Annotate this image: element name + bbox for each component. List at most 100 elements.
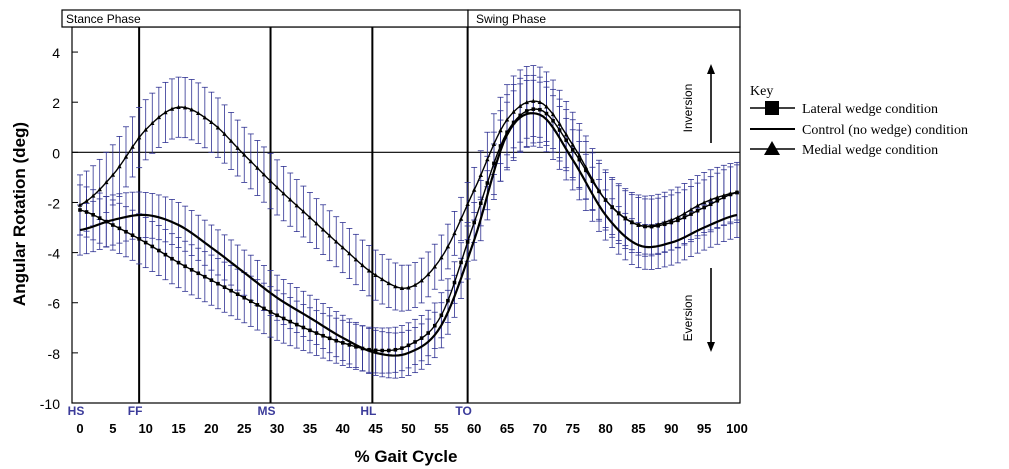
square-marker [400, 346, 404, 350]
triangle-marker [366, 268, 372, 273]
square-marker [137, 237, 141, 241]
square-marker [380, 348, 385, 353]
legend: Key Lateral wedge condition Control (no … [750, 84, 968, 158]
square-marker [341, 341, 345, 345]
inversion-arrowhead [707, 64, 715, 74]
square-marker [472, 220, 476, 225]
triangle-marker [281, 191, 286, 196]
square-marker [662, 222, 667, 227]
legend-entry-lateral: Lateral wedge condition [802, 102, 938, 117]
triangle-marker [274, 185, 280, 190]
triangle-marker [498, 128, 503, 133]
x-tick-label: 95 [697, 421, 711, 436]
y-axis-ticks: 4 2 0 -2 -4 -6 -8 -10 [40, 45, 78, 412]
square-marker [117, 226, 122, 231]
square-marker [419, 336, 424, 340]
legend-title: Key [750, 84, 773, 99]
square-marker [669, 220, 674, 225]
triangle-marker [169, 106, 175, 111]
triangle-marker [235, 145, 240, 150]
square-marker [130, 233, 135, 238]
square-marker [459, 260, 463, 265]
triangle-marker [491, 141, 497, 146]
square-marker [360, 346, 365, 351]
legend-marker-square [765, 101, 779, 115]
y-tick-label: -10 [40, 396, 60, 412]
square-marker [446, 298, 450, 303]
y-tick-label: -6 [48, 296, 61, 312]
triangle-marker [189, 107, 194, 112]
x-tick-label: 15 [171, 421, 185, 436]
square-marker [249, 299, 253, 304]
triangle-marker [386, 280, 391, 286]
triangle-marker [202, 115, 208, 120]
square-marker [91, 212, 95, 217]
square-marker [702, 205, 706, 210]
square-marker [97, 216, 102, 220]
event-labels: HS FF MS HL TO [68, 404, 472, 418]
x-tick-label: 70 [533, 421, 547, 436]
square-marker [104, 219, 109, 224]
triangle-marker [603, 197, 608, 202]
triangle-marker [209, 119, 214, 125]
inversion-label: Inversion [681, 84, 695, 133]
triangle-marker [117, 164, 122, 169]
square-marker [439, 313, 444, 318]
event-label: HS [68, 404, 85, 418]
square-marker [551, 118, 555, 123]
legend-marker-triangle [764, 141, 780, 155]
square-marker [163, 252, 168, 257]
square-marker [229, 288, 233, 293]
triangle-marker [340, 245, 345, 250]
square-marker [189, 268, 194, 272]
legend-entry-medial: Medial wedge condition [802, 143, 938, 158]
square-marker [564, 138, 568, 142]
triangle-marker [649, 223, 654, 228]
square-marker [715, 198, 720, 203]
triangle-marker [242, 152, 247, 157]
triangle-marker [452, 230, 457, 236]
triangle-marker [268, 178, 273, 183]
square-marker [386, 348, 391, 353]
triangle-marker [426, 271, 431, 277]
square-marker [492, 161, 496, 166]
triangle-marker [485, 157, 490, 162]
triangle-marker [327, 233, 332, 238]
triangle-marker [143, 127, 148, 132]
x-tick-label: 90 [664, 421, 678, 436]
triangle-marker [537, 99, 543, 104]
x-tick-label: 80 [598, 421, 612, 436]
y-tick-label: -8 [48, 346, 61, 362]
y-axis-title: Angular Rotation (deg) [10, 122, 29, 306]
legend-entry-control: Control (no wedge) condition [802, 123, 968, 138]
triangle-marker [215, 125, 221, 130]
triangle-marker [642, 223, 648, 228]
triangle-marker [110, 172, 116, 177]
square-marker [321, 333, 325, 338]
x-tick-label: 45 [368, 421, 382, 436]
triangle-marker [734, 190, 740, 195]
square-marker [275, 313, 279, 318]
square-marker [406, 343, 411, 348]
square-marker [216, 281, 220, 286]
square-marker [524, 109, 529, 113]
triangle-marker [393, 284, 398, 289]
triangle-marker [307, 215, 313, 220]
square-marker [557, 128, 562, 132]
x-axis-title: % Gait Cycle [355, 447, 458, 466]
square-marker [262, 306, 266, 311]
square-marker [538, 107, 542, 112]
square-marker [255, 303, 260, 307]
y-tick-label: 0 [52, 145, 60, 161]
x-tick-label: 60 [467, 421, 481, 436]
square-marker [334, 338, 339, 343]
triangle-marker [84, 198, 89, 203]
eversion-label: Eversion [681, 295, 695, 342]
square-marker [308, 328, 312, 333]
square-marker [157, 248, 161, 253]
triangle-marker [406, 285, 411, 290]
square-marker [485, 181, 490, 185]
triangle-marker [596, 188, 602, 193]
square-marker [176, 260, 181, 265]
